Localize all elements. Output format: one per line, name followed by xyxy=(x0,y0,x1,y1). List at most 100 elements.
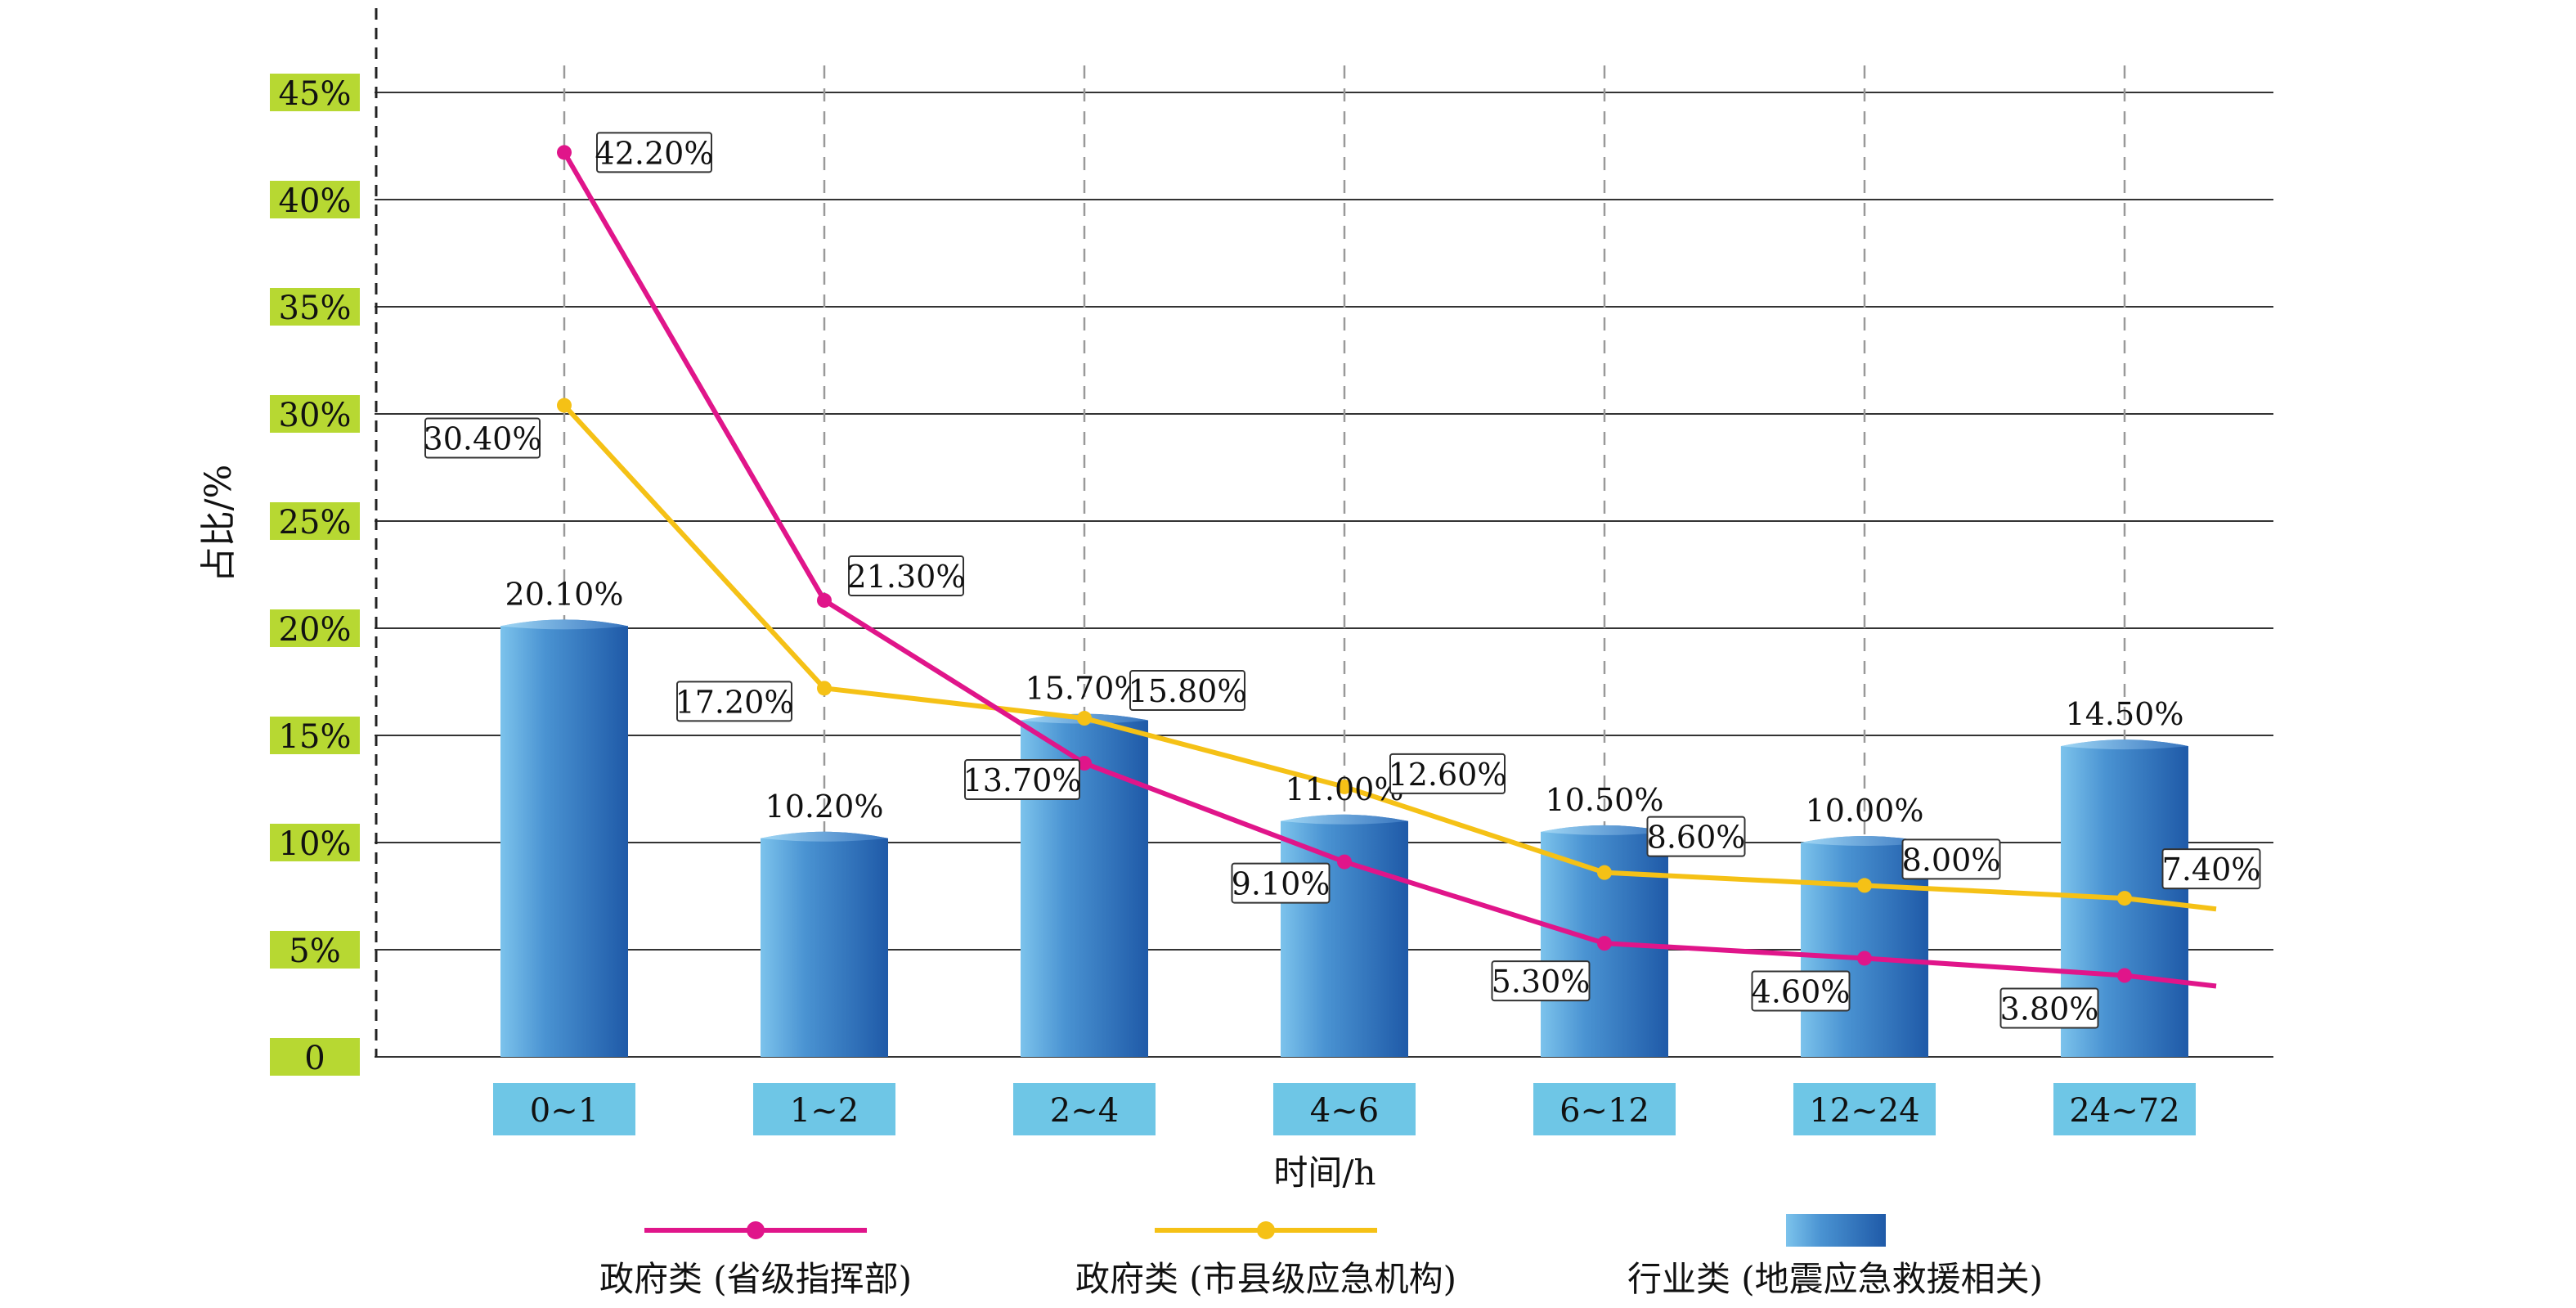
x-tick-box xyxy=(753,1083,895,1135)
y-tick-label: 25% xyxy=(279,504,352,542)
series-point xyxy=(1077,711,1092,726)
x-tick-box xyxy=(2053,1083,2196,1135)
y-axis: 0 5% 10% 15% 20% 25% 30% 35% 40% 45% xyxy=(270,8,378,1077)
series-point xyxy=(557,398,572,413)
bar-value-label: 10.00% xyxy=(1806,793,1924,829)
y-tick-label: 40% xyxy=(279,182,352,220)
x-tick-label: 4~6 xyxy=(1310,1092,1379,1130)
y-tick-label: 45% xyxy=(279,75,352,113)
legend-swatch xyxy=(1786,1214,1886,1247)
y-axis-label: 占比/% xyxy=(198,465,240,583)
line-value-label-box xyxy=(964,759,1080,801)
bar-value-label: 14.50% xyxy=(2066,696,2184,732)
legend-marker xyxy=(1257,1221,1275,1239)
line-value-label: 15.80% xyxy=(1129,673,1247,709)
line-value-label-box xyxy=(676,681,792,722)
y-tick-box xyxy=(270,1038,360,1076)
line-value-label: 7.40% xyxy=(2162,852,2261,888)
x-tick-box xyxy=(493,1083,635,1135)
y-tick-label: 5% xyxy=(289,933,340,970)
bar-cap xyxy=(1281,814,1408,825)
line-value-label: 30.40% xyxy=(424,421,542,457)
y-tick-box xyxy=(270,502,360,540)
lines xyxy=(557,145,2217,989)
y-tick-box xyxy=(270,609,360,647)
series-point xyxy=(1597,865,1612,880)
legend-marker xyxy=(747,1221,765,1239)
line-value-label: 8.60% xyxy=(1647,820,1746,856)
series-line xyxy=(562,403,2217,912)
y-gridlines xyxy=(375,92,2273,1058)
line-value-label-box xyxy=(848,555,964,596)
line-value-label-box xyxy=(1751,970,1851,1012)
series-point xyxy=(2117,891,2132,906)
line-value-label: 12.60% xyxy=(1389,757,1507,793)
y-tick-label: 0 xyxy=(304,1040,325,1077)
line-value-label-box xyxy=(1901,838,2001,880)
y-tick-box xyxy=(270,288,360,326)
bar-value-label: 10.20% xyxy=(765,789,884,825)
series-point xyxy=(817,592,832,608)
series-point xyxy=(557,145,572,160)
x-tick-label: 2~4 xyxy=(1050,1092,1119,1130)
line-value-label-box xyxy=(2161,848,2261,890)
line-value-label: 4.60% xyxy=(1752,973,1851,1009)
x-tick-label: 1~2 xyxy=(790,1092,859,1130)
series-point xyxy=(1337,779,1352,794)
y-tick-box xyxy=(270,824,360,861)
line-value-label: 13.70% xyxy=(963,762,1082,798)
y-tick-box xyxy=(270,395,360,433)
bar-value-label: 10.50% xyxy=(1546,782,1664,818)
bar-cap xyxy=(1801,836,1928,846)
bar xyxy=(500,619,628,1057)
bar-cap xyxy=(761,831,888,842)
line-value-label-box xyxy=(424,417,541,459)
bar-value-label: 20.10% xyxy=(505,576,624,612)
series-point xyxy=(1857,878,1872,893)
bar xyxy=(761,831,888,1057)
line-value-label: 17.20% xyxy=(675,684,794,720)
series-point xyxy=(1857,951,1872,966)
legend: 政府类 (省级指挥部) 政府类 (市县级应急机构) 行业类 (地震应急救援相关) xyxy=(599,1214,2043,1299)
line-value-label-box xyxy=(1389,753,1506,794)
bar-value-label: 11.00% xyxy=(1286,771,1404,807)
x-tick-box xyxy=(1273,1083,1416,1135)
x-tick-label: 12~24 xyxy=(1809,1092,1919,1130)
series-point xyxy=(2117,968,2132,983)
line-value-label: 5.30% xyxy=(1492,964,1591,1000)
y-tick-label: 20% xyxy=(279,611,352,649)
x-axis-label: 时间/h xyxy=(1273,1153,1376,1193)
bar-cap xyxy=(2061,739,2188,750)
line-value-label-box xyxy=(1646,816,1746,857)
series-point xyxy=(1077,756,1092,771)
line-value-label-box xyxy=(1491,960,1591,1002)
bar-cap xyxy=(500,619,628,630)
y-tick-label: 10% xyxy=(279,825,352,863)
data-labels: 20.10% 10.20% 15.70% 11.00% 10.50% 10.00% 14.5… xyxy=(424,132,2261,1029)
y-tick-box xyxy=(270,181,360,218)
x-tick-label: 24~72 xyxy=(2069,1092,2179,1130)
bar-value-label: 15.70% xyxy=(1025,671,1144,707)
y-tick-box xyxy=(270,717,360,754)
y-tick-label: 35% xyxy=(279,290,352,327)
x-axis: 0~1 1~2 2~4 4~6 6~12 12~24 24~72 xyxy=(493,1083,2196,1135)
x-tick-box xyxy=(1013,1083,1156,1135)
bar-cap xyxy=(1541,825,1668,835)
line-value-label: 3.80% xyxy=(2000,991,2099,1027)
line-value-label: 8.00% xyxy=(1902,842,2001,878)
y-tick-label: 15% xyxy=(279,718,352,756)
y-tick-box xyxy=(270,74,360,111)
x-tick-label: 6~12 xyxy=(1560,1092,1649,1130)
x-tick-box xyxy=(1793,1083,1936,1135)
line-value-label-box xyxy=(596,132,712,173)
x-tick-label: 0~1 xyxy=(530,1092,599,1130)
y-tick-box xyxy=(270,931,360,969)
y-tick-label: 30% xyxy=(279,397,352,434)
series-point xyxy=(1597,936,1612,951)
line-value-label-box xyxy=(1129,670,1245,712)
series-line xyxy=(562,151,2217,989)
line-value-label: 42.20% xyxy=(595,135,714,171)
x-tick-box xyxy=(1533,1083,1676,1135)
series-point xyxy=(817,681,832,696)
